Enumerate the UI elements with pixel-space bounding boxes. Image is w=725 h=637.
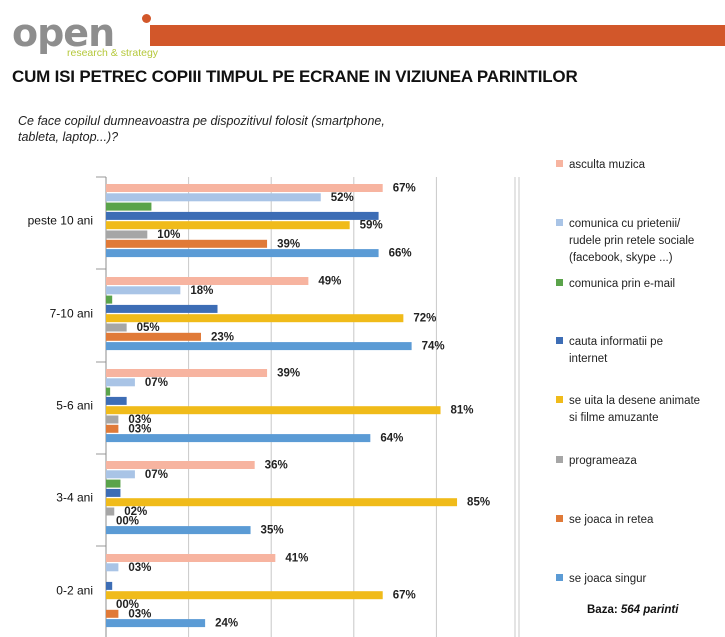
sample-base-note: Baza: 564 parinti bbox=[587, 604, 678, 616]
bar bbox=[106, 184, 383, 192]
data-label: 81% bbox=[451, 405, 474, 417]
category-label: peste 10 ani bbox=[28, 214, 93, 228]
sample-base-label: Baza: bbox=[587, 604, 618, 616]
data-label: 03% bbox=[128, 608, 151, 620]
bar bbox=[106, 277, 309, 285]
bar bbox=[106, 554, 276, 562]
bar bbox=[106, 387, 111, 396]
bar bbox=[106, 526, 251, 535]
legend-swatch bbox=[556, 337, 563, 344]
bar bbox=[106, 479, 121, 488]
survey-question: Ce face copilul dumneavoastra pe dispozi… bbox=[18, 114, 385, 144]
bar bbox=[106, 488, 121, 497]
data-label: 23% bbox=[211, 331, 234, 343]
data-label: 35% bbox=[261, 525, 284, 537]
data-label: 03% bbox=[128, 562, 151, 574]
data-label: 67% bbox=[393, 590, 416, 602]
bar bbox=[106, 609, 119, 618]
data-label: 66% bbox=[389, 248, 412, 260]
bar bbox=[106, 415, 119, 424]
logo-tagline: research & strategy bbox=[67, 47, 159, 59]
bar bbox=[106, 461, 255, 469]
data-label: 39% bbox=[277, 368, 300, 380]
legend-label: programeaza bbox=[569, 455, 637, 467]
brand-logo: open research & strategy bbox=[8, 10, 158, 62]
bar bbox=[106, 591, 383, 600]
bar bbox=[106, 424, 119, 433]
legend-swatch bbox=[556, 396, 563, 403]
bar bbox=[106, 239, 268, 248]
category-label: 0-2 ani bbox=[56, 584, 93, 598]
category-label: 7-10 ani bbox=[50, 307, 93, 321]
legend-label: se joaca in retea bbox=[569, 514, 654, 526]
legend-swatch bbox=[556, 279, 563, 286]
category-label: 3-4 ani bbox=[56, 491, 93, 505]
data-label: 67% bbox=[393, 183, 416, 195]
data-label: 59% bbox=[360, 220, 383, 232]
legend-swatch bbox=[556, 219, 563, 226]
legend-label: asculta muzica bbox=[569, 159, 646, 171]
bar bbox=[106, 619, 206, 628]
legend-label: cauta informatii pe internet bbox=[569, 336, 663, 365]
data-label: 85% bbox=[467, 497, 490, 509]
data-label: 10% bbox=[157, 229, 180, 241]
logo-dot-icon bbox=[142, 14, 151, 23]
bar bbox=[106, 286, 181, 295]
bar bbox=[106, 378, 135, 387]
bar bbox=[106, 211, 379, 220]
bar bbox=[106, 581, 113, 590]
bar bbox=[106, 314, 404, 323]
legend-label: se joaca singur bbox=[569, 573, 647, 585]
bar bbox=[106, 202, 152, 211]
data-label: 52% bbox=[331, 192, 354, 204]
data-label: 41% bbox=[285, 553, 308, 565]
data-label: 64% bbox=[380, 433, 403, 445]
header-accent-bar bbox=[150, 25, 725, 46]
bar bbox=[106, 332, 201, 341]
bar bbox=[106, 221, 350, 230]
legend-swatch bbox=[556, 515, 563, 522]
bar bbox=[106, 295, 113, 304]
bar bbox=[106, 470, 135, 479]
legend-swatch bbox=[556, 456, 563, 463]
bar bbox=[106, 323, 127, 332]
bar bbox=[106, 434, 371, 443]
legend-label: comunica cu prietenii/rudele prin retele… bbox=[569, 218, 694, 264]
data-label: 72% bbox=[413, 313, 436, 325]
bar bbox=[106, 193, 321, 202]
bar bbox=[106, 396, 127, 405]
logo-wordmark: open bbox=[12, 11, 115, 55]
category-label: 5-6 ani bbox=[56, 399, 93, 413]
bar bbox=[106, 563, 119, 572]
legend-label: comunica prin e-mail bbox=[569, 278, 675, 290]
data-label: 03% bbox=[128, 414, 151, 426]
page-title: CUM ISI PETREC COPIII TIMPUL PE ECRANE I… bbox=[12, 67, 578, 86]
bar bbox=[106, 498, 458, 507]
data-label: 39% bbox=[277, 238, 300, 250]
legend-label: se uita la desene animate si filme amuzan… bbox=[569, 395, 700, 424]
data-label: 36% bbox=[265, 460, 288, 472]
sample-base-value: 564 parinti bbox=[620, 604, 679, 616]
data-label: 49% bbox=[318, 276, 341, 288]
data-label: 05% bbox=[137, 322, 160, 334]
data-label: 07% bbox=[145, 377, 168, 389]
bar bbox=[106, 369, 268, 377]
data-label: 18% bbox=[190, 285, 213, 297]
bar bbox=[106, 406, 441, 415]
bar bbox=[106, 342, 412, 351]
data-label: 00% bbox=[116, 515, 139, 527]
legend-swatch bbox=[556, 574, 563, 581]
data-label: 03% bbox=[128, 423, 151, 435]
data-label: 24% bbox=[215, 618, 238, 630]
data-label: 02% bbox=[124, 506, 147, 518]
bar bbox=[106, 249, 379, 258]
legend-swatch bbox=[556, 160, 563, 167]
bar bbox=[106, 304, 218, 313]
bar bbox=[106, 230, 148, 239]
bar bbox=[106, 507, 115, 516]
data-label: 00% bbox=[116, 599, 139, 611]
data-label: 07% bbox=[145, 469, 168, 481]
data-label: 74% bbox=[422, 341, 445, 353]
